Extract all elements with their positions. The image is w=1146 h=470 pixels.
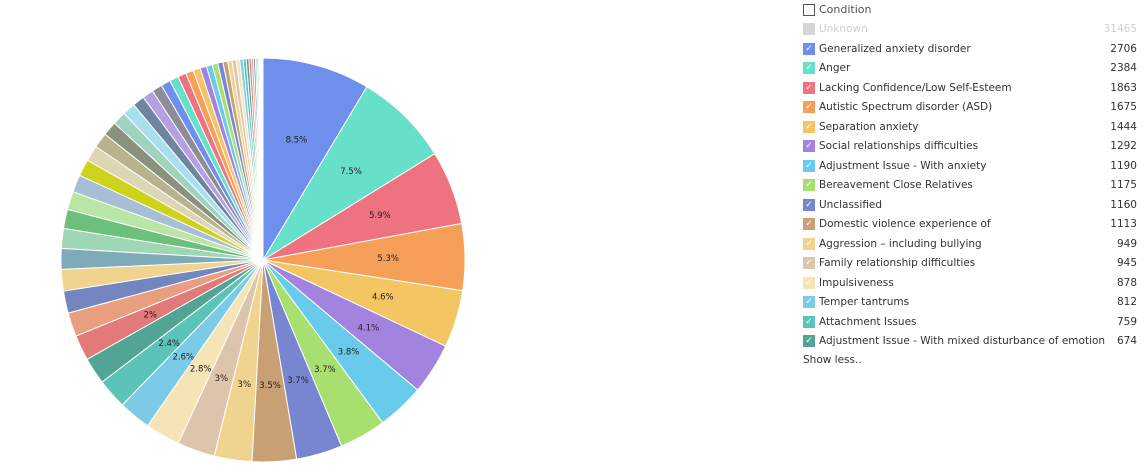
legend-item-label: Unknown <box>819 23 868 36</box>
legend-item-label: Attachment Issues <box>819 315 917 328</box>
legend-checkbox-checked[interactable]: ✓ <box>803 81 815 94</box>
legend-item-label: Separation anxiety <box>819 120 919 133</box>
legend-item-count: 1160 <box>1110 198 1137 211</box>
legend-item[interactable]: ✓ Bereavement Close Relatives 1175 <box>803 176 1141 196</box>
slice-percent-label: 3% <box>238 380 252 390</box>
legend-item[interactable]: ✓ Social relationships difficulties 1292 <box>803 137 1141 157</box>
legend-item-label: Bereavement Close Relatives <box>819 179 973 192</box>
legend-item-label: Impulsiveness <box>819 276 894 289</box>
legend-item-label: Adjustment Issue - With anxiety <box>819 159 987 172</box>
legend-item-count: 1863 <box>1110 81 1137 94</box>
slice-percent-label: 3.7% <box>314 365 336 375</box>
legend-item-count: 2384 <box>1110 62 1137 75</box>
legend-item-count: 1292 <box>1110 140 1137 153</box>
pie-slice[interactable] <box>262 57 368 262</box>
legend-checkbox-checked[interactable]: ✓ <box>803 257 815 270</box>
legend-item-count: 878 <box>1116 276 1137 289</box>
legend-item-count: 1175 <box>1110 179 1137 192</box>
legend-item-label: Generalized anxiety disorder <box>819 42 971 55</box>
legend-item[interactable]: ✓ Lacking Confidence/Low Self-Esteem 1863 <box>803 78 1141 98</box>
slice-percent-label: 2.8% <box>190 365 212 375</box>
legend-checkbox-checked[interactable]: ✓ <box>803 218 815 231</box>
slice-percent-label: 3.7% <box>287 376 309 386</box>
slice-percent-label: 4.1% <box>358 324 380 334</box>
legend-checkbox-checked[interactable]: ✓ <box>803 179 815 192</box>
legend-item-count: 759 <box>1116 315 1137 328</box>
legend-item-label: Social relationships difficulties <box>819 140 979 153</box>
slice-percent-label: 5.3% <box>377 254 399 264</box>
legend-item-count: 1113 <box>1110 218 1137 231</box>
legend-item-count: 1444 <box>1110 120 1137 133</box>
legend-item-label: Family relationship difficulties <box>819 257 976 270</box>
legend-checkbox-checked[interactable]: ✓ <box>803 120 815 133</box>
legend-item-label: Unclassified <box>819 198 883 211</box>
legend-checkbox-checked[interactable]: ✓ <box>803 198 815 211</box>
legend-item-count: 1190 <box>1110 159 1137 172</box>
legend-checkbox-checked[interactable]: ✓ <box>803 140 815 153</box>
legend-checkbox-checked[interactable]: ✓ <box>803 237 815 250</box>
legend-item-label: Lacking Confidence/Low Self-Esteem <box>819 81 1012 94</box>
slice-percent-label: 3.5% <box>259 381 281 391</box>
legend-checkbox-checked[interactable]: ✓ <box>803 315 815 328</box>
legend-item-label: Autistic Spectrum disorder (ASD) <box>819 101 993 114</box>
slice-percent-label: 4.6% <box>372 293 394 303</box>
legend-title: Condition <box>819 3 872 17</box>
pie-slice[interactable] <box>262 86 436 261</box>
legend-checkbox-checked[interactable]: ✓ <box>803 276 815 289</box>
select-all-checkbox[interactable] <box>803 3 815 16</box>
legend-checkbox-unchecked[interactable] <box>803 23 815 36</box>
show-less-link[interactable]: Show less.. <box>803 354 862 366</box>
legend-item-count: 949 <box>1116 237 1137 250</box>
legend-checkbox-checked[interactable]: ✓ <box>803 159 815 172</box>
legend-item[interactable]: ✓ Attachment Issues 759 <box>803 312 1141 332</box>
legend-item-label: Anger <box>819 62 851 75</box>
legend-item[interactable]: ✓ Temper tantrums 812 <box>803 293 1141 313</box>
legend-item[interactable]: ✓ Separation anxiety 1444 <box>803 117 1141 137</box>
legend-item-count: 812 <box>1116 296 1137 309</box>
legend-item[interactable]: ✓ Aggression – including bullying 949 <box>803 234 1141 254</box>
legend-item-count: 2706 <box>1110 42 1137 55</box>
legend-item-label: Domestic violence experience of <box>819 218 991 231</box>
legend-checkbox-checked[interactable]: ✓ <box>803 62 815 75</box>
pie-chart-area: 8.5% 7.5% 5.9% 5.3% 4.6% 4.1% 3.8% 3.7% 3.7% 3.5%… <box>60 57 466 463</box>
slice-percent-label: 5.9% <box>369 211 391 221</box>
legend-checkbox-checked[interactable]: ✓ <box>803 101 815 114</box>
legend-item-label: Temper tantrums <box>819 296 910 309</box>
legend-item-count: 945 <box>1116 257 1137 270</box>
legend-item[interactable]: ✓ Unclassified 1160 <box>803 195 1141 215</box>
legend-item[interactable]: ✓ Autistic Spectrum disorder (ASD) 1675 <box>803 98 1141 118</box>
slice-percent-label: 3.8% <box>338 347 360 357</box>
slice-percent-label: 2.6% <box>172 353 194 363</box>
legend-item[interactable]: ✓ Adjustment Issue - With anxiety 1190 <box>803 156 1141 176</box>
legend-item[interactable]: Unknown 31465 <box>803 20 1141 40</box>
legend-item-count: 31465 <box>1103 23 1137 36</box>
legend-header[interactable]: Condition <box>803 0 1141 20</box>
legend-item-count: 674 <box>1116 335 1137 348</box>
legend-item[interactable]: ✓ Anger 2384 <box>803 59 1141 79</box>
legend-item-label: Aggression – including bullying <box>819 237 982 250</box>
legend-checkbox-checked[interactable]: ✓ <box>803 335 815 348</box>
slice-percent-label: 2.4% <box>158 339 180 349</box>
slice-percent-label: 8.5% <box>286 135 308 145</box>
slice-percent-label: 7.5% <box>340 167 362 177</box>
pie-chart: 8.5%7.5%5.9%5.3%4.6%4.1%3.8%3.7%3.7%3.5%… <box>60 57 466 463</box>
legend-item[interactable]: ✓ Generalized anxiety disorder 2706 <box>803 39 1141 59</box>
legend-checkbox-checked[interactable]: ✓ <box>803 42 815 55</box>
legend-item[interactable]: ✓ Family relationship difficulties 945 <box>803 254 1141 274</box>
slice-percent-label: 3% <box>215 374 229 384</box>
legend-item[interactable]: ✓ Adjustment Issue - With mixed disturban… <box>803 332 1141 352</box>
slice-percent-label: 2% <box>143 311 157 321</box>
legend-checkbox-checked[interactable]: ✓ <box>803 296 815 309</box>
legend-item[interactable]: ✓ Domestic violence experience of 1113 <box>803 215 1141 235</box>
legend-item-count: 1675 <box>1110 101 1137 114</box>
legend-item[interactable]: ✓ Impulsiveness 878 <box>803 273 1141 293</box>
legend: Condition Unknown 31465 ✓ Generalized anxi… <box>803 0 1141 366</box>
legend-item-label: Adjustment Issue - With mixed disturbanc… <box>819 335 1106 348</box>
